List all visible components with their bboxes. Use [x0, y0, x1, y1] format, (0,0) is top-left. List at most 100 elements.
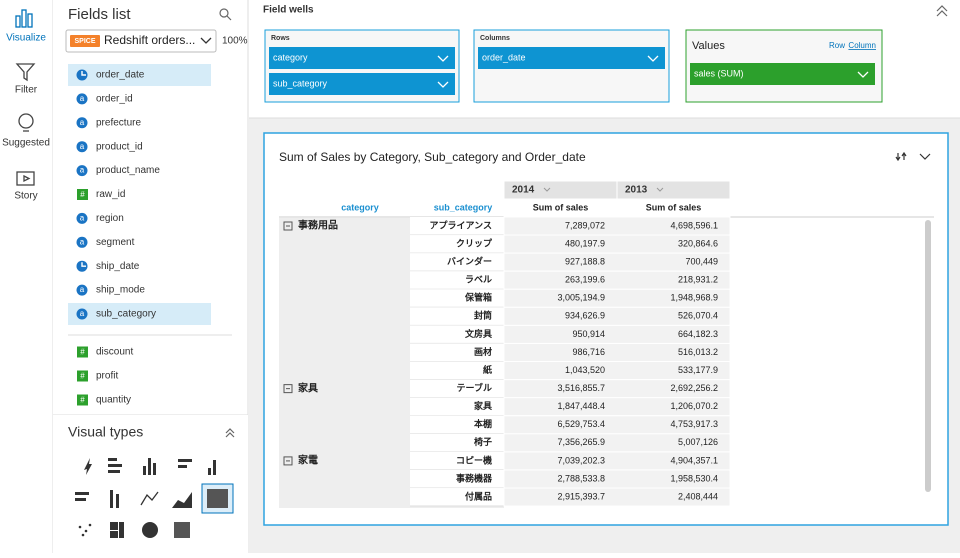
- icon-glyph: a: [80, 237, 85, 246]
- cell-value: 1,948,968.9: [670, 293, 718, 303]
- pill-label: sales (SUM): [694, 68, 744, 78]
- number-icon: [77, 370, 88, 382]
- pill-chevron: [647, 55, 659, 62]
- cell-value: 2,915,393.7: [557, 491, 605, 501]
- nav-item[interactable]: Story: [14, 191, 37, 202]
- field-name[interactable]: product_id: [96, 141, 143, 152]
- year-header: 2014: [512, 185, 535, 196]
- icon-glyph: a: [80, 285, 85, 294]
- text-icon: [76, 236, 88, 248]
- cell-value: 1,206,070.2: [670, 401, 718, 411]
- nav-item[interactable]: Filter: [15, 85, 38, 96]
- field-highlight: [68, 64, 211, 86]
- field-pill[interactable]: [269, 47, 455, 69]
- well-label: Values: [692, 40, 725, 52]
- group-label: 家電: [298, 454, 318, 467]
- pill-chevron: [857, 71, 869, 78]
- field-name[interactable]: ship_date: [96, 261, 140, 272]
- cell-value: 3,005,194.9: [557, 293, 605, 303]
- text-icon: [76, 308, 88, 320]
- field-name[interactable]: prefecture: [96, 117, 141, 128]
- well-label: Rows: [271, 35, 290, 42]
- cell-bg: [503, 487, 731, 507]
- cell-value: 1,043,520: [565, 365, 605, 375]
- cell-value: 4,753,917.3: [670, 419, 718, 429]
- row-label: 画材: [474, 346, 492, 357]
- cell-value: 320,864.6: [678, 238, 718, 248]
- cell-bg: [410, 271, 504, 290]
- well-link[interactable]: Row: [829, 41, 845, 50]
- nav-item[interactable]: Suggested: [2, 138, 50, 149]
- nav-item[interactable]: Visualize: [6, 33, 46, 44]
- text-icon: [76, 93, 88, 105]
- sort-chevron: [656, 187, 664, 192]
- date-icon-hand: [81, 71, 86, 76]
- dataset-select[interactable]: [65, 29, 217, 53]
- group-label: 家具: [298, 381, 318, 394]
- cell-value: 986,716: [572, 347, 605, 357]
- cell-value: 3,516,855.7: [557, 383, 605, 393]
- field-name[interactable]: region: [96, 213, 124, 224]
- field-name[interactable]: product_name: [96, 165, 160, 176]
- cell-value: 218,931.2: [678, 275, 718, 285]
- icon-glyph: a: [80, 214, 85, 223]
- field-pill[interactable]: [269, 73, 455, 95]
- panel-title: Fields list: [68, 6, 131, 23]
- cell-bg: [410, 307, 504, 326]
- icon-glyph: a: [80, 94, 85, 103]
- icon-glyph: #: [80, 190, 85, 199]
- cell-value: 4,698,596.1: [670, 220, 718, 230]
- field-name[interactable]: raw_id: [96, 189, 125, 200]
- field-name[interactable]: segment: [96, 237, 135, 248]
- row-label: 本棚: [474, 418, 492, 429]
- icon-glyph: #: [80, 372, 85, 381]
- row-label: クリップ: [456, 237, 493, 248]
- cell-value: 1,958,530.4: [670, 473, 718, 483]
- field-name[interactable]: ship_mode: [96, 285, 145, 296]
- cell-value: 526,070.4: [678, 311, 718, 321]
- cell-value: 2,692,256.2: [670, 383, 718, 393]
- cell-bg: [410, 253, 504, 272]
- cell-bg: [410, 361, 504, 380]
- number-icon: [77, 189, 88, 200]
- cell-value: 5,007,126: [678, 437, 718, 447]
- column-header: category: [341, 202, 379, 212]
- icon-glyph: a: [80, 166, 85, 175]
- collapse-box[interactable]: [283, 221, 293, 231]
- visual-type-icons[interactable]: [75, 458, 234, 538]
- cell-bg: [410, 289, 504, 308]
- row-label: 事務機器: [456, 472, 493, 483]
- number-icon: [77, 394, 88, 406]
- field-name[interactable]: profit: [96, 371, 118, 382]
- cell-bg: [410, 235, 504, 254]
- collapse-box[interactable]: [283, 384, 293, 394]
- spice-badge: SPICE: [74, 38, 95, 45]
- number-icon: [77, 346, 88, 358]
- field-name[interactable]: order_id: [96, 94, 133, 105]
- field-pill[interactable]: [690, 63, 875, 85]
- icon-glyph: a: [80, 118, 85, 127]
- row-label: バインダー: [447, 256, 492, 267]
- well-link[interactable]: Column: [848, 41, 876, 50]
- cell-bg: [410, 488, 504, 507]
- field-name[interactable]: quantity: [96, 395, 131, 406]
- field-highlight: [68, 303, 211, 325]
- row-label: 文房具: [464, 328, 492, 339]
- collapse-box[interactable]: [283, 456, 293, 466]
- row-label: 保管箱: [464, 292, 492, 303]
- cell-value: 7,039,202.3: [557, 455, 605, 465]
- cell-value: 1,847,448.4: [557, 401, 605, 411]
- field-pill[interactable]: [478, 47, 665, 69]
- row-label: テーブル: [457, 382, 492, 393]
- visual-title: Sum of Sales by Category, Sub_category a…: [279, 150, 586, 164]
- field-name[interactable]: sub_category: [96, 309, 156, 320]
- cell-value: 4,904,357.1: [670, 455, 718, 465]
- column-header: Sum of sales: [646, 202, 702, 212]
- field-name[interactable]: discount: [96, 347, 133, 358]
- row-label: ラベル: [465, 275, 492, 285]
- text-icon: [76, 165, 88, 177]
- cell-value: 664,182.3: [678, 329, 718, 339]
- cell-bg: [410, 451, 504, 470]
- field-name[interactable]: order_date: [96, 70, 145, 81]
